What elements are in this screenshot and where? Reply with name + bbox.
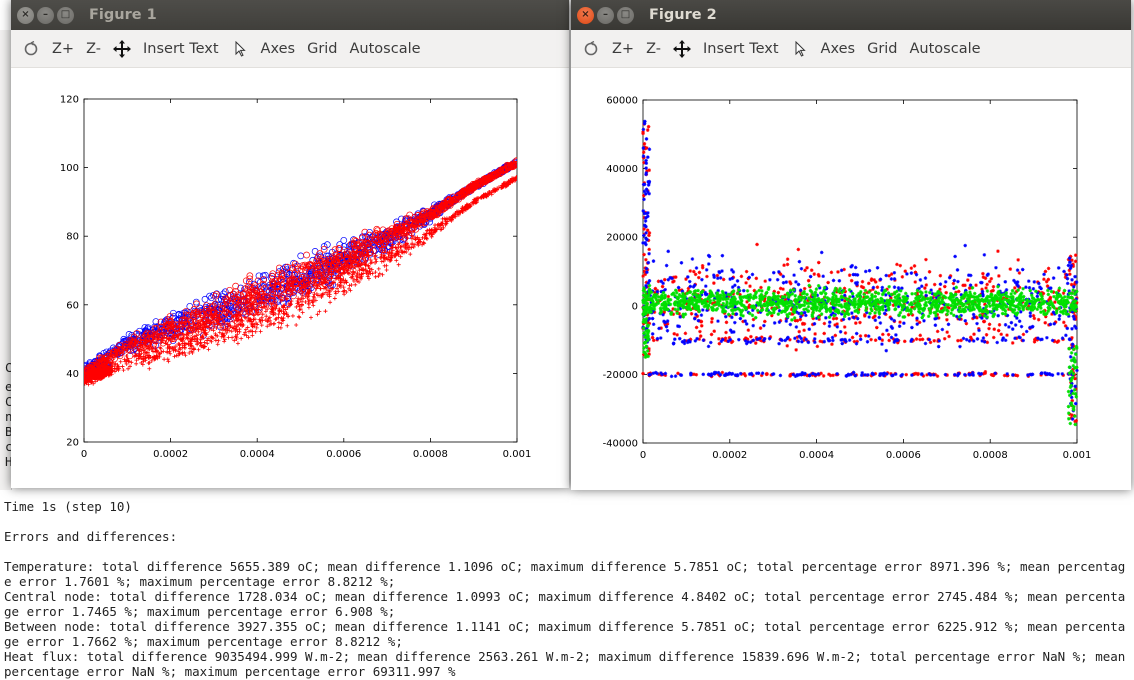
y-tick-label: 40 [66,369,79,380]
scatter-series-3 [641,283,1079,427]
window-title: Figure 1 [89,7,157,23]
y-tick-label: 60 [66,300,79,311]
x-tick-label: 0 [81,449,87,460]
zoom-in-button[interactable]: Z+ [612,40,635,57]
grid-button[interactable]: Grid [307,40,338,57]
zoom-in-button[interactable]: Z+ [52,40,75,57]
y-tick-label: 100 [60,163,79,174]
scatter-series-1 [641,122,1079,424]
minimize-button[interactable]: – [37,6,54,24]
terminal-clipped-char: n [5,409,13,424]
plot-axes-box [642,99,1078,444]
plot-axes-box [83,98,518,443]
x-tick-label: 0.0004 [240,449,275,460]
terminal-line: Time 1s (step 10) [4,499,132,514]
y-tick-label: 120 [60,95,79,106]
terminal-clipped-char: C [5,360,13,375]
terminal-line: Errors and differences: [4,529,178,544]
terminal-line: Temperature: total difference 5655.389 o… [4,559,1126,589]
y-tick-label: 20000 [606,233,638,244]
axes-button[interactable]: Axes [820,40,856,57]
x-tick-label: 0.0006 [886,450,921,461]
terminal-line: Central node: total difference 1728.034 … [4,589,1126,619]
insert-text-button[interactable]: Insert Text [703,40,779,57]
y-tick-label: 80 [66,232,79,243]
select-pointer-icon[interactable] [791,40,809,58]
select-pointer-icon[interactable] [231,40,249,58]
terminal-clipped-char: c [5,439,13,454]
x-tick-label: 0.0002 [153,449,188,460]
terminal-line: Between node: total difference 3927.355 … [4,619,1126,649]
terminal-line [4,544,1132,559]
y-tick-label: 60000 [606,96,638,107]
terminal-line: Heat flux: total difference 9035494.999 … [4,649,1133,679]
autoscale-button[interactable]: Autoscale [349,40,421,57]
figure-1-canvas[interactable]: 0 0.0002 0.0004 0.0006 0.0008 0.001 20 40 60 80 10… [11,68,569,488]
scatter-series-3 [84,175,517,387]
scatter-series-2 [641,119,1079,421]
figure-1-titlebar[interactable]: × – □ Figure 1 [11,0,569,30]
y-tick-label: -40000 [603,439,638,450]
y-tick-label: 20 [66,438,79,449]
scatter-series-2 [84,157,517,382]
x-tick-label: 0.0008 [973,450,1008,461]
x-tick-label: 0.0006 [326,449,361,460]
autoscale-button[interactable]: Autoscale [909,40,981,57]
axes-button[interactable]: Axes [260,40,296,57]
pan-icon[interactable] [113,39,132,58]
x-tick-label: 0 [640,450,646,461]
grid-button[interactable]: Grid [867,40,898,57]
figure-1-toolbar: Z+ Z- Insert Text Axes Grid Autoscale [11,30,569,68]
insert-text-button[interactable]: Insert Text [143,40,219,57]
terminal-clipped-char: e [5,379,13,394]
terminal-clipped-char: B [5,424,13,439]
terminal-clipped-char: H [5,454,13,469]
x-tick-label: 0.0008 [413,449,448,460]
x-tick-label: 0.0002 [712,450,747,461]
pan-icon[interactable] [673,39,692,58]
figure-2-window: × – □ Figure 2 Z+ Z- Insert Text Axes Gr… [571,0,1131,490]
y-tick-label: 0 [632,301,638,312]
x-tick-label: 0.001 [503,449,532,460]
figure-2-titlebar[interactable]: × – □ Figure 2 [571,0,1131,30]
figure-1-plot: 0 0.0002 0.0004 0.0006 0.0008 0.001 20 40 60 80 10… [60,95,532,461]
figure-2-canvas[interactable]: 0 0.0002 0.0004 0.0006 0.0008 0.001 -40000 -200… [571,68,1131,490]
terminal-clipped-char: C [5,394,13,409]
rotate-icon[interactable] [22,40,40,58]
maximize-button[interactable]: □ [617,6,634,24]
close-button[interactable]: × [577,6,594,24]
y-tick-label: -20000 [603,370,638,381]
figure-2-toolbar: Z+ Z- Insert Text Axes Grid Autoscale [571,30,1131,68]
minimize-button[interactable]: – [597,6,614,24]
rotate-icon[interactable] [582,40,600,58]
window-title: Figure 2 [649,7,717,23]
terminal-line [4,514,1132,529]
zoom-out-button[interactable]: Z- [86,40,102,57]
terminal-output: Time 1s (step 10) Errors and differences:… [4,499,1132,679]
close-button[interactable]: × [17,6,34,24]
x-tick-label: 0.0004 [799,450,834,461]
y-tick-label: 40000 [606,164,638,175]
x-tick-label: 0.001 [1063,450,1092,461]
figure-2-plot: 0 0.0002 0.0004 0.0006 0.0008 0.001 -40000 -200… [603,96,1092,462]
figure-1-window: × – □ Figure 1 Z+ Z- Insert Text Axes Gr… [11,0,569,488]
maximize-button[interactable]: □ [57,6,74,24]
zoom-out-button[interactable]: Z- [646,40,662,57]
